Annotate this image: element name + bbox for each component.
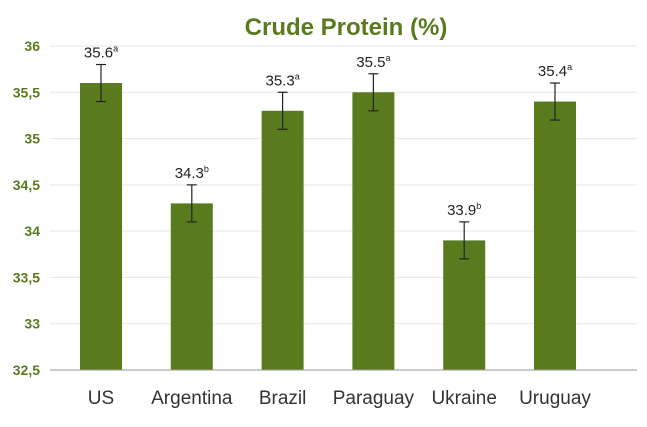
bar-ukraine — [443, 240, 486, 370]
gridlines — [50, 45, 637, 325]
data-label: 35.4a — [538, 62, 572, 80]
y-tick-label: 33 — [24, 316, 40, 332]
y-tick-label: 33,5 — [13, 269, 40, 285]
y-tick-label: 32,5 — [13, 362, 40, 378]
x-category-label: Ukraine — [431, 388, 496, 409]
x-category-label: Uruguay — [519, 388, 591, 409]
error-bar — [96, 63, 106, 103]
error-bar — [186, 184, 197, 223]
data-label: 33.9b — [447, 201, 481, 219]
y-tick-label: 36 — [24, 38, 40, 54]
chart-title: Crude Protein (%) — [245, 14, 448, 41]
y-tick-label: 34,5 — [13, 177, 40, 193]
bar-uruguay — [534, 101, 576, 371]
data-label: 35.3a — [265, 71, 299, 89]
error-bar — [368, 73, 379, 112]
y-tick-label: 35 — [24, 131, 40, 147]
y-axis-tick-labels: 32,5 33 33,5 34 34,5 35 35,5 36 — [13, 38, 40, 378]
x-category-label: Argentina — [151, 388, 233, 409]
significance-letter: a — [385, 53, 390, 63]
x-axis-category-labels: US Argentina Brazil Paraguay Ukraine Uruguay — [88, 388, 592, 409]
bar-us — [80, 83, 122, 371]
bar-brazil — [261, 110, 304, 371]
error-bar — [277, 91, 288, 130]
bars — [80, 83, 576, 371]
error-bar — [550, 82, 560, 121]
data-label: 35.5a — [356, 53, 390, 71]
data-label: 34.3b — [175, 164, 209, 182]
error-bars — [96, 63, 560, 260]
significance-letter: a — [113, 44, 118, 54]
x-category-label: US — [88, 388, 114, 409]
x-category-label: Brazil — [259, 388, 307, 409]
error-bar — [459, 221, 470, 260]
significance-letter: b — [476, 201, 481, 211]
significance-letter: a — [567, 62, 572, 72]
data-labels: 35.6a 34.3b 35.3a 35.5a 33.9b 35.4a — [84, 44, 572, 219]
bar-paraguay — [352, 92, 395, 371]
x-category-label: Paraguay — [333, 388, 415, 409]
y-tick-label: 35,5 — [13, 84, 40, 100]
significance-letter: b — [204, 164, 209, 174]
significance-letter: a — [295, 71, 300, 81]
data-label: 35.6a — [84, 44, 118, 62]
y-tick-label: 34 — [24, 223, 40, 239]
bar-argentina — [170, 203, 213, 370]
